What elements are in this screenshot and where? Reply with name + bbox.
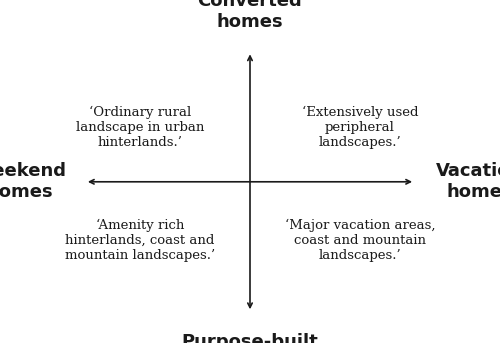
Text: ‘Ordinary rural
landscape in urban
hinterlands.’: ‘Ordinary rural landscape in urban hinte… — [76, 105, 204, 149]
Text: Purpose-built
homes: Purpose-built homes — [182, 333, 318, 343]
Text: Weekend
homes: Weekend homes — [0, 162, 66, 201]
Text: ‘Amenity rich
hinterlands, coast and
mountain landscapes.’: ‘Amenity rich hinterlands, coast and mou… — [65, 218, 215, 262]
Text: ‘Major vacation areas,
coast and mountain
landscapes.’: ‘Major vacation areas, coast and mountai… — [285, 218, 435, 262]
Text: ‘Extensively used
peripheral
landscapes.’: ‘Extensively used peripheral landscapes.… — [302, 105, 418, 149]
Text: Converted
homes: Converted homes — [198, 0, 302, 31]
Text: Vacation
homes: Vacation homes — [436, 162, 500, 201]
